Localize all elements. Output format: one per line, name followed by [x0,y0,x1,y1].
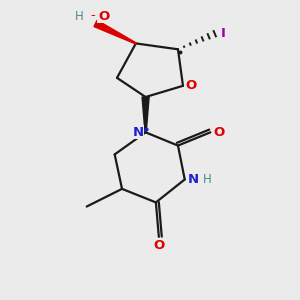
Text: O: O [98,10,110,22]
Text: H: H [202,173,211,186]
Text: -: - [90,10,95,22]
Text: O: O [153,238,164,252]
Polygon shape [94,20,136,44]
Polygon shape [142,97,149,132]
Text: H: H [75,10,84,22]
Text: I: I [220,27,226,40]
Text: N: N [133,126,144,139]
Text: O: O [186,79,197,92]
Text: O: O [213,126,224,139]
Text: N: N [188,173,199,186]
